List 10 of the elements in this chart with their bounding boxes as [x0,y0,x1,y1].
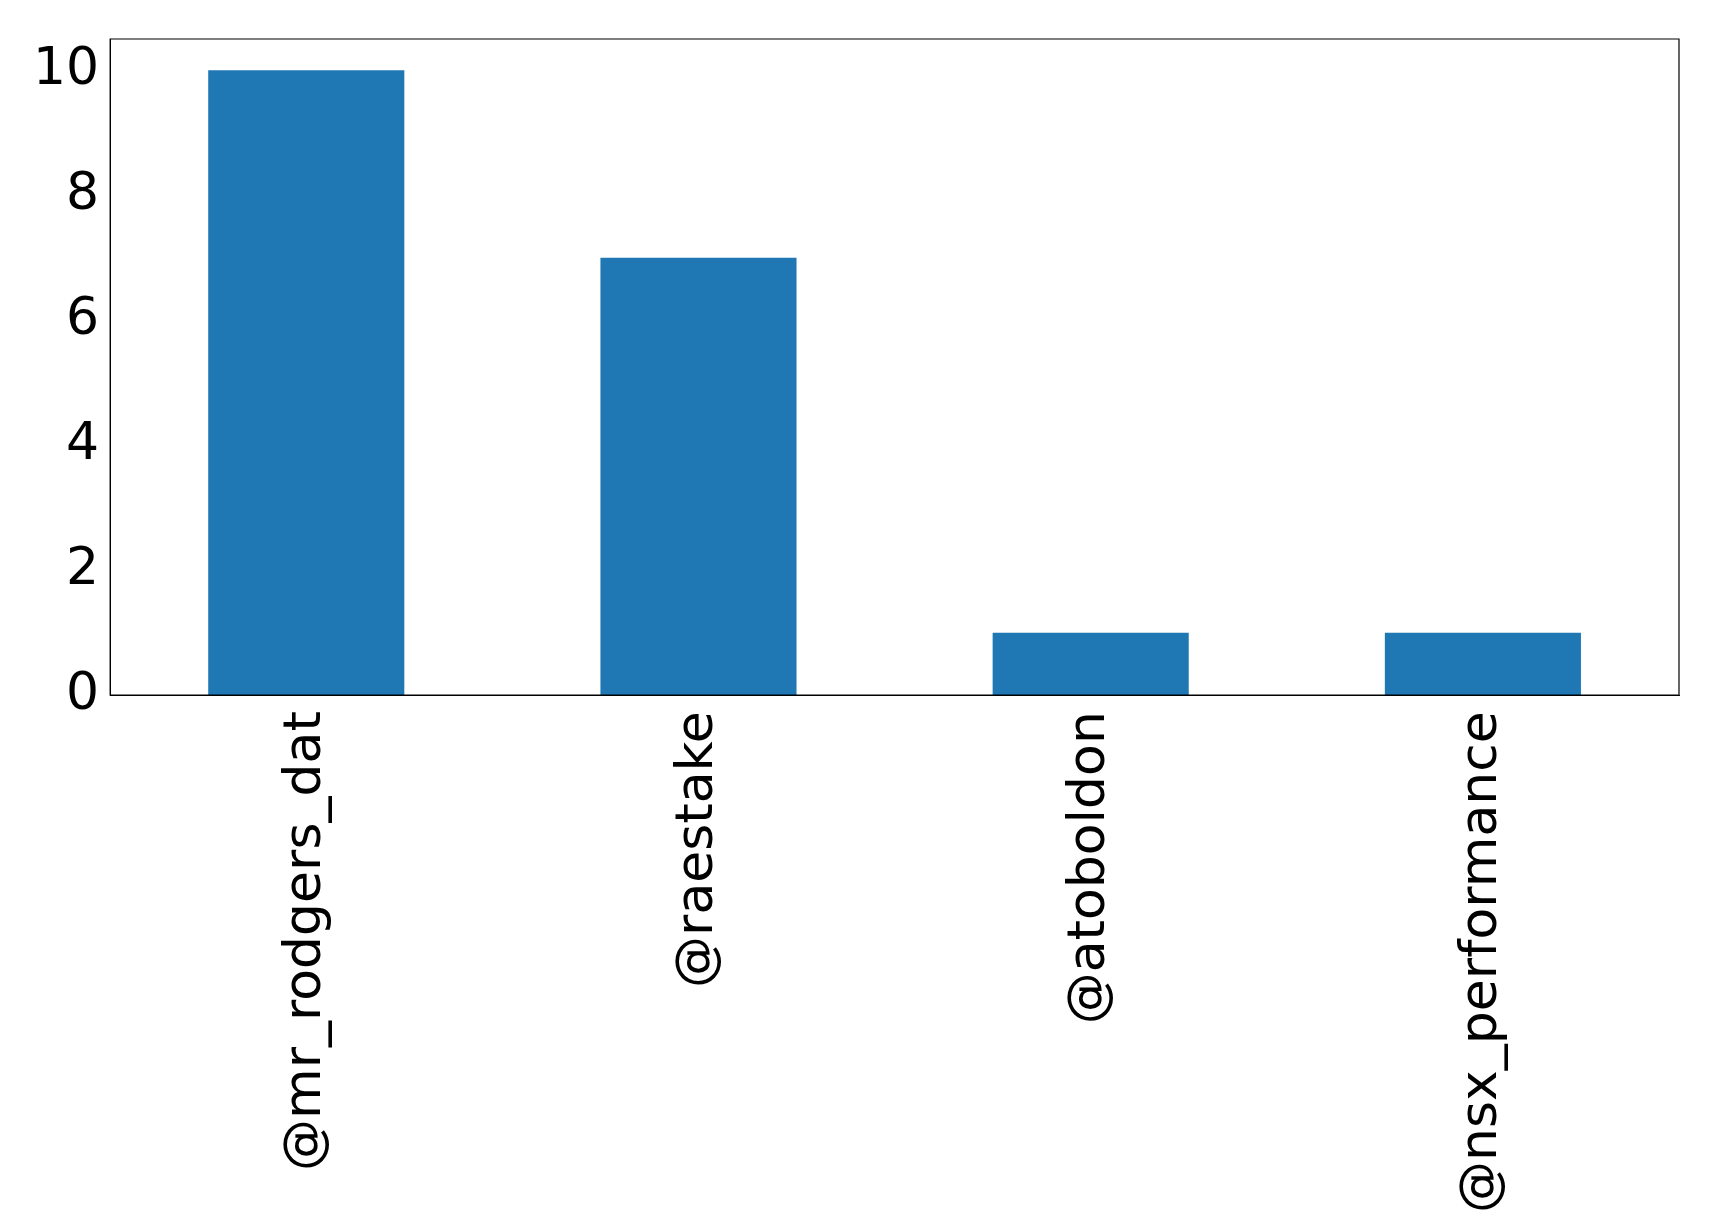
y-tick-label: 0 [66,660,100,721]
y-tick-label: 10 [33,35,100,96]
y-tick-label: 2 [66,535,100,596]
y-tick-label: 8 [66,160,100,221]
x-tick-label: @mr_rodgers_dat [271,711,332,1171]
x-tick-label: @nsx_performance [1448,711,1509,1214]
x-tick-label: @raestake [664,711,724,988]
y-tick-label: 6 [66,285,100,346]
y-tick-label: 4 [66,410,100,471]
x-tick-label: @atoboldon [1056,711,1117,1025]
